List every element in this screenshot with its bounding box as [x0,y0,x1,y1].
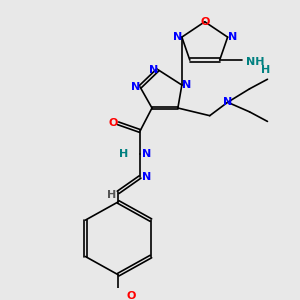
Text: O: O [200,17,209,27]
Text: O: O [126,291,136,300]
Text: N: N [182,80,191,90]
Text: N: N [223,97,232,107]
Text: N: N [149,65,158,75]
Text: O: O [109,118,118,128]
Text: N: N [142,172,151,182]
Text: H: H [262,65,271,75]
Text: N: N [172,32,182,42]
Text: N: N [228,32,237,42]
Text: NH: NH [246,57,264,67]
Text: H: H [107,190,116,200]
Text: N: N [131,82,140,92]
Text: N: N [142,149,151,159]
Text: H: H [119,149,128,159]
